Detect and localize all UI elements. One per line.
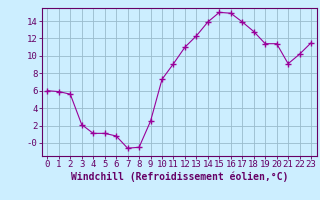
X-axis label: Windchill (Refroidissement éolien,°C): Windchill (Refroidissement éolien,°C) [70, 172, 288, 182]
